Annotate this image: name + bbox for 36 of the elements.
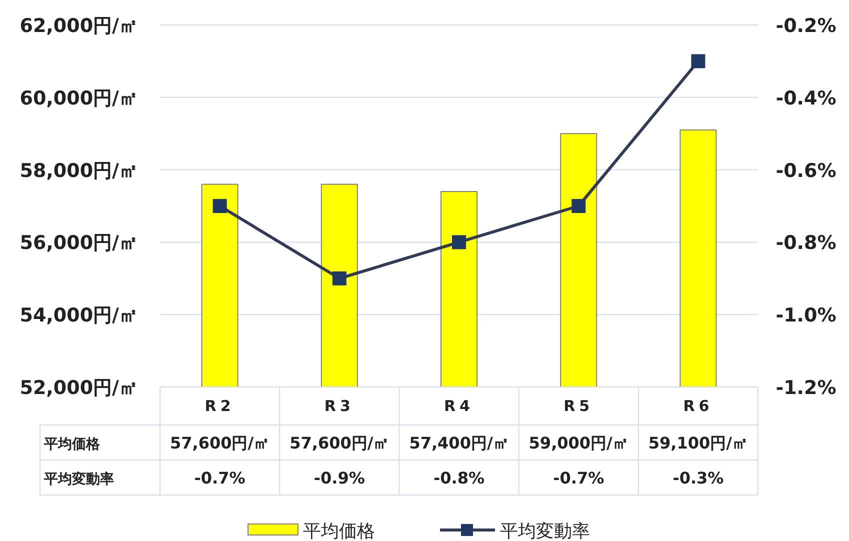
- y-tick-label: 60,000円/㎡: [20, 87, 138, 110]
- y-tick-label: 52,000円/㎡: [20, 377, 138, 399]
- y-tick-label: 62,000円/㎡: [20, 15, 138, 37]
- data-label: -0.8%: [433, 468, 485, 488]
- point: [332, 271, 346, 286]
- y-tick-label: 58,000円/㎡: [20, 160, 138, 182]
- y-tick-label: 54,000円/㎡: [20, 304, 138, 327]
- data-label: 57,600円/㎡: [170, 434, 270, 452]
- text: 平均変動率: [44, 472, 114, 488]
- x-tick-label: R5: [564, 397, 594, 415]
- legend-label: 平均価格: [303, 521, 375, 541]
- text: 平均価格: [44, 436, 100, 452]
- y2-tick-label: -0.4%: [776, 87, 836, 110]
- data-label: -0.7%: [553, 468, 604, 488]
- y2-tick-label: -0.6%: [776, 160, 836, 182]
- data-label: 59,000円/㎡: [528, 434, 628, 452]
- y2-tick-label: -1.0%: [776, 304, 836, 327]
- data-label: -0.9%: [314, 468, 365, 488]
- data-label: 57,600円/㎡: [290, 434, 390, 452]
- legend-label: 平均変動率: [500, 521, 590, 541]
- x-tick-label: R4: [444, 397, 474, 415]
- y-tick-label: 56,000円/㎡: [20, 232, 138, 254]
- data-label: -0.7%: [194, 468, 246, 488]
- data-label: 57,400円/㎡: [409, 434, 509, 452]
- x-tick-label: R6: [683, 397, 714, 415]
- data-label: -0.3%: [672, 468, 724, 488]
- y2-tick-label: -0.2%: [776, 15, 836, 37]
- y2-tick-label: -1.2%: [776, 377, 836, 399]
- point: [212, 199, 227, 213]
- point: [572, 199, 586, 213]
- y2-tick-label: -0.8%: [776, 232, 836, 254]
- point: [452, 235, 466, 250]
- x-tick-label: R3: [324, 397, 354, 415]
- data-label: 59,100円/㎡: [648, 434, 748, 452]
- point: [691, 54, 706, 68]
- x-tick-label: R2: [204, 397, 235, 415]
